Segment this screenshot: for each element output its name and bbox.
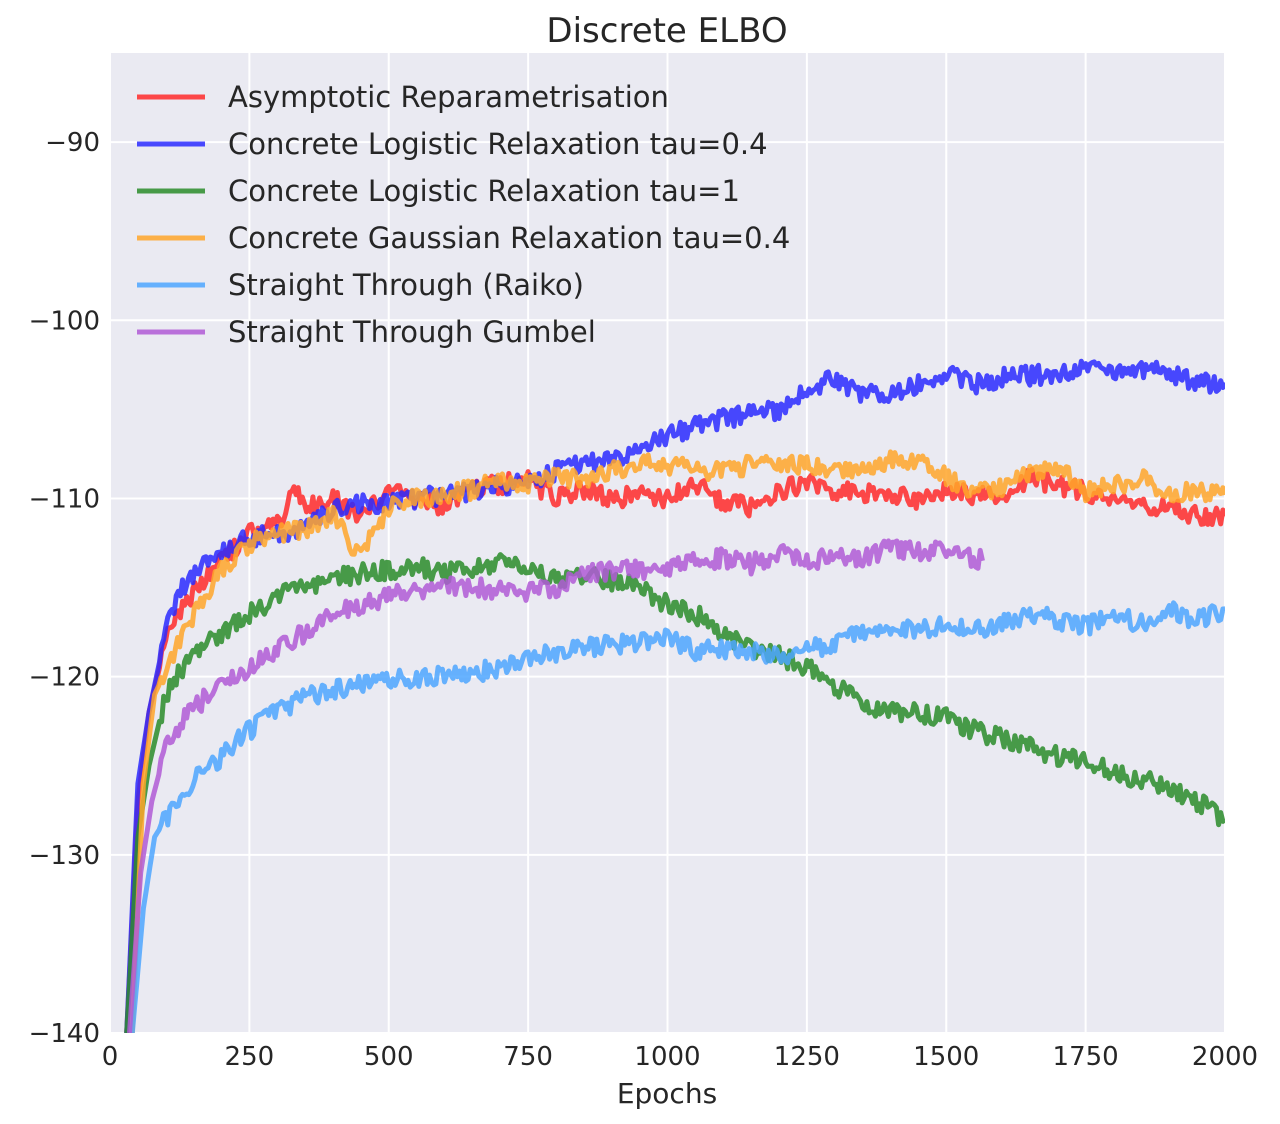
- series-line: [129, 449, 1225, 1033]
- legend-label: Concrete Logistic Relaxation tau=0.4: [228, 127, 768, 161]
- y-tick-label: −110: [29, 484, 100, 514]
- series-line: [127, 538, 985, 1033]
- x-tick-label: 1500: [913, 1042, 979, 1072]
- x-tick-label: 2000: [1192, 1042, 1258, 1072]
- x-tick-label: 1250: [774, 1042, 840, 1072]
- x-tick-label: 750: [503, 1042, 553, 1072]
- legend: Asymptotic Reparametrisation Concrete Log…: [137, 80, 790, 349]
- x-tick-label: 1000: [634, 1042, 700, 1072]
- legend-label: Asymptotic Reparametrisation: [228, 80, 669, 114]
- x-tick-label: 500: [364, 1042, 414, 1072]
- x-tick-label: 1750: [1053, 1042, 1119, 1072]
- y-tick-label: −140: [29, 1019, 100, 1049]
- y-tick-label: −130: [29, 841, 100, 871]
- tick-labels: 0 250 500 750 1000 1250 1500 1750 2000 −140 −130 −1…: [29, 128, 1259, 1072]
- legend-label: Concrete Gaussian Relaxation tau=0.4: [228, 221, 790, 255]
- chart-title: Discrete ELBO: [546, 11, 787, 51]
- grid-lines: [109, 53, 1226, 1034]
- y-tick-label: −120: [29, 663, 100, 693]
- series-line: [129, 600, 1225, 1033]
- y-tick-label: −100: [29, 306, 100, 336]
- series-lines: [124, 358, 1225, 1033]
- y-tick-label: −90: [45, 128, 100, 158]
- x-axis-title: Epochs: [617, 1077, 717, 1110]
- x-tick-label: 0: [102, 1042, 119, 1072]
- legend-label: Concrete Logistic Relaxation tau=1: [228, 174, 740, 208]
- legend-label: Straight Through Gumbel: [228, 315, 596, 349]
- legend-label: Straight Through (Raiko): [228, 268, 584, 302]
- x-tick-label: 250: [225, 1042, 275, 1072]
- series-line: [124, 552, 1225, 1033]
